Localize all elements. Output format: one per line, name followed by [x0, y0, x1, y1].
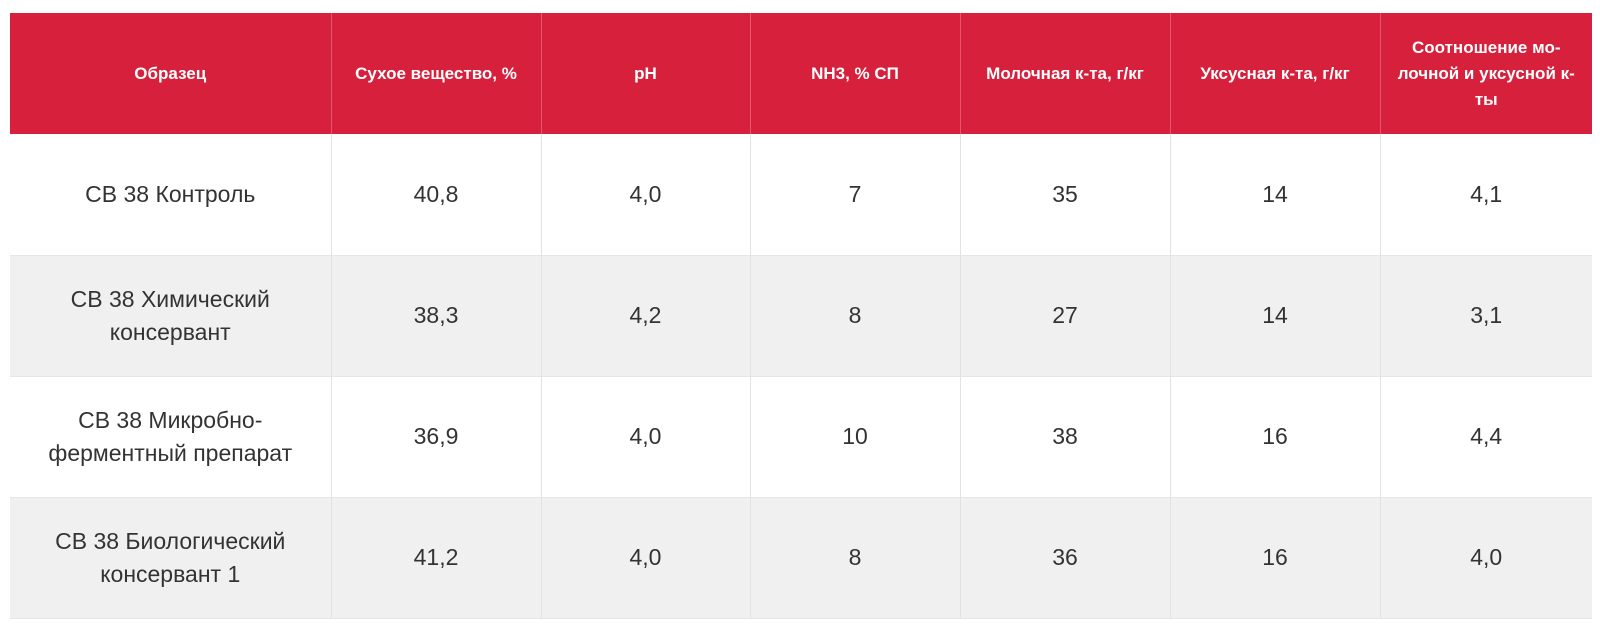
- table-row: СВ 38 Биологический консервант 1 41,2 4,…: [10, 497, 1592, 618]
- header-nh3: NH3, % СП: [750, 13, 961, 134]
- header-sample: Образец: [10, 13, 332, 134]
- table-body: СВ 38 Контроль 40,8 4,0 7 35 14 4,1 СВ 3…: [10, 134, 1592, 618]
- cell-sample: СВ 38 Контроль: [10, 134, 332, 255]
- data-table: Образец Сухое вещество, % pH NH3, % СП М…: [10, 13, 1592, 619]
- cell-lactic-acid: 27: [960, 255, 1171, 376]
- cell-acetic-acid: 14: [1170, 134, 1381, 255]
- cell-dry-matter: 36,9: [331, 376, 542, 497]
- cell-acetic-acid: 16: [1170, 376, 1381, 497]
- cell-acid-ratio: 3,1: [1380, 255, 1592, 376]
- cell-sample: СВ 38 Микробно-ферментный препарат: [10, 376, 332, 497]
- cell-sample: СВ 38 Химический консервант: [10, 255, 332, 376]
- table-row: СВ 38 Химический консервант 38,3 4,2 8 2…: [10, 255, 1592, 376]
- cell-acid-ratio: 4,4: [1380, 376, 1592, 497]
- data-table-container: Образец Сухое вещество, % pH NH3, % СП М…: [10, 13, 1592, 619]
- cell-acid-ratio: 4,1: [1380, 134, 1592, 255]
- header-row: Образец Сухое вещество, % pH NH3, % СП М…: [10, 13, 1592, 134]
- cell-ph: 4,0: [541, 376, 751, 497]
- cell-dry-matter: 38,3: [331, 255, 542, 376]
- cell-ph: 4,0: [541, 497, 751, 618]
- cell-ph: 4,0: [541, 134, 751, 255]
- cell-nh3: 7: [750, 134, 961, 255]
- header-acetic-acid: Уксусная к-та, г/кг: [1170, 13, 1381, 134]
- cell-acetic-acid: 14: [1170, 255, 1381, 376]
- header-ph: pH: [541, 13, 751, 134]
- table-header: Образец Сухое вещество, % pH NH3, % СП М…: [10, 13, 1592, 134]
- table-row: СВ 38 Микробно-ферментный препарат 36,9 …: [10, 376, 1592, 497]
- cell-acid-ratio: 4,0: [1380, 497, 1592, 618]
- cell-nh3: 8: [750, 255, 961, 376]
- table-row: СВ 38 Контроль 40,8 4,0 7 35 14 4,1: [10, 134, 1592, 255]
- cell-acetic-acid: 16: [1170, 497, 1381, 618]
- cell-nh3: 10: [750, 376, 961, 497]
- header-dry-matter: Сухое вещество, %: [331, 13, 542, 134]
- cell-lactic-acid: 38: [960, 376, 1171, 497]
- cell-dry-matter: 41,2: [331, 497, 542, 618]
- cell-ph: 4,2: [541, 255, 751, 376]
- cell-dry-matter: 40,8: [331, 134, 542, 255]
- cell-sample: СВ 38 Биологический консервант 1: [10, 497, 332, 618]
- cell-lactic-acid: 35: [960, 134, 1171, 255]
- cell-lactic-acid: 36: [960, 497, 1171, 618]
- cell-nh3: 8: [750, 497, 961, 618]
- header-lactic-acid: Молочная к-та, г/кг: [960, 13, 1171, 134]
- header-acid-ratio: Соотношение мо-лочной и уксусной к-ты: [1380, 13, 1592, 134]
